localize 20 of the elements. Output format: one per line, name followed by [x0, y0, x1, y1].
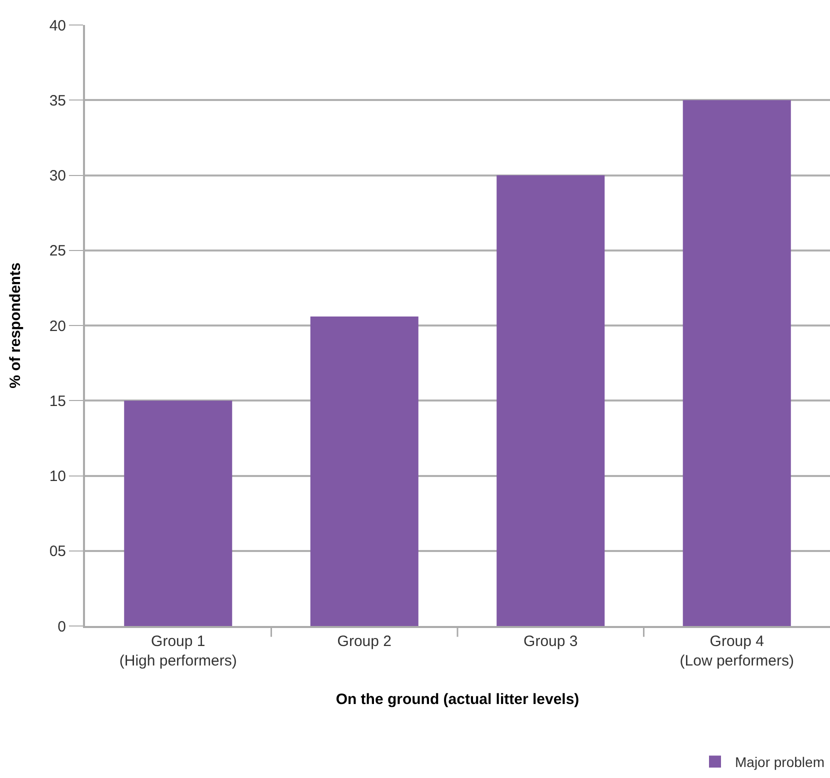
bar — [682, 100, 791, 626]
x-tick-label: Group 1 (High performers) — [119, 633, 237, 670]
y-axis-title: % of respondents — [7, 262, 24, 388]
x-tick-label: Group 2 — [337, 633, 392, 650]
bar — [310, 316, 418, 626]
bar — [496, 175, 605, 626]
y-tick-label: 05 — [49, 543, 66, 560]
y-tick-label: 15 — [49, 392, 66, 410]
x-tick-label: Group 4 (Low performers) — [680, 633, 794, 670]
y-tick-label: 40 — [49, 17, 66, 34]
y-tick-label: 25 — [49, 242, 66, 260]
x-axis-title: On the ground (actual litter levels) — [336, 691, 580, 708]
legend-label: Major problem — [735, 754, 824, 770]
bar — [124, 400, 232, 626]
y-tick-label: 35 — [49, 92, 66, 110]
y-tick-label: 0 — [58, 618, 66, 636]
y-tick-label: 30 — [49, 168, 66, 184]
y-tick-label: 10 — [49, 468, 66, 485]
y-tick-label: 20 — [49, 318, 66, 335]
x-tick-label: Group 3 — [524, 633, 578, 650]
